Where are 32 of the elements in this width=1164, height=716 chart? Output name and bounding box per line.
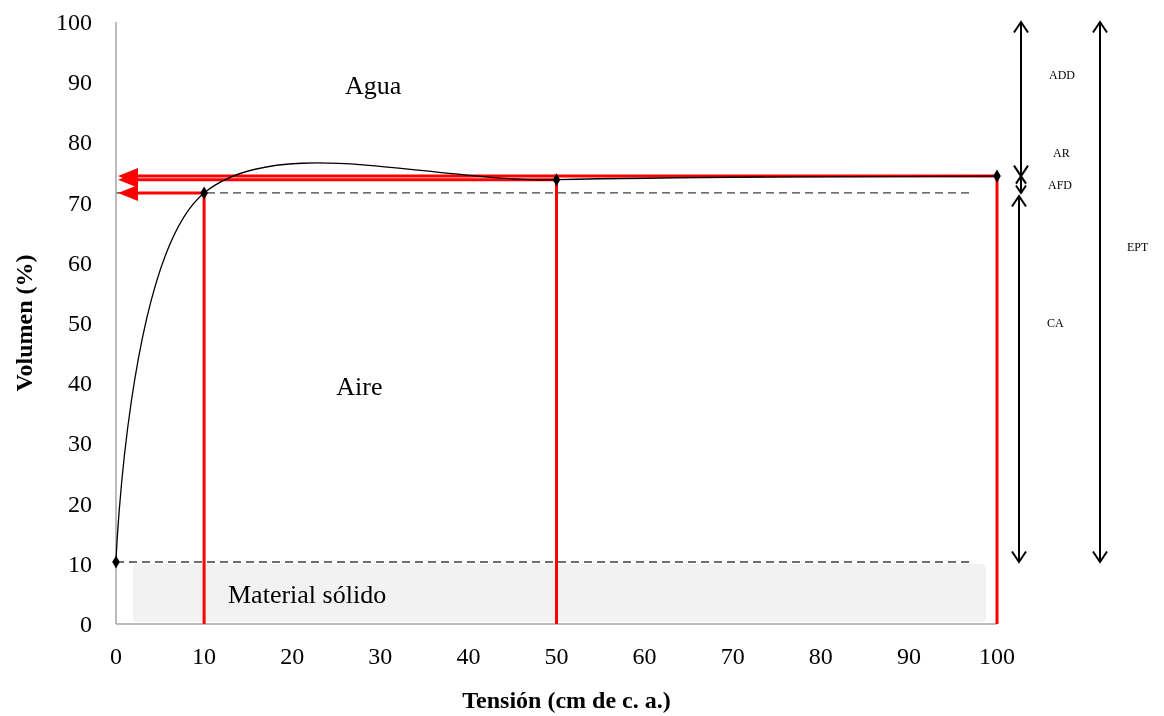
x-tick-label: 20 <box>280 643 305 669</box>
band-label: Material sólido <box>228 580 387 609</box>
text: AR <box>1053 145 1070 160</box>
y-tick-label: 30 <box>68 430 92 457</box>
y-tick-label: 10 <box>68 550 92 577</box>
text: AFD <box>1048 178 1073 193</box>
text: ADD <box>1049 68 1076 83</box>
x-tick-label: 10 <box>192 643 217 669</box>
x-tick-label: 50 <box>544 643 569 669</box>
text: EPT <box>1127 239 1149 254</box>
x-tick-label: 70 <box>720 643 745 669</box>
y-tick-label: 100 <box>56 9 92 35</box>
x-tick-label: 60 <box>632 643 657 669</box>
x-tick-label: 40 <box>456 643 481 669</box>
annotation: Agua <box>345 71 402 101</box>
y-tick-label: 60 <box>68 249 92 276</box>
y-tick-label: 0 <box>80 611 92 637</box>
x-tick-label: 0 <box>110 643 122 669</box>
x-axis-title: Tensión (cm de c. a.) <box>462 687 671 713</box>
annotation: Aire <box>336 372 383 402</box>
x-tick-label: 100 <box>979 643 1015 669</box>
y-tick-label: 50 <box>68 310 92 336</box>
y-tick-label: 70 <box>68 189 92 216</box>
y-axis-title: Volumen (%) <box>11 254 37 392</box>
y-tick-label: 90 <box>68 69 92 96</box>
y-tick-label: 80 <box>68 129 92 156</box>
y-tick-label: 20 <box>68 490 92 517</box>
text: CA <box>1047 315 1064 330</box>
y-tick-label: 40 <box>68 370 92 397</box>
x-tick-label: 30 <box>368 643 393 669</box>
x-tick-label: 90 <box>896 643 921 669</box>
x-tick-label: 80 <box>808 643 833 669</box>
